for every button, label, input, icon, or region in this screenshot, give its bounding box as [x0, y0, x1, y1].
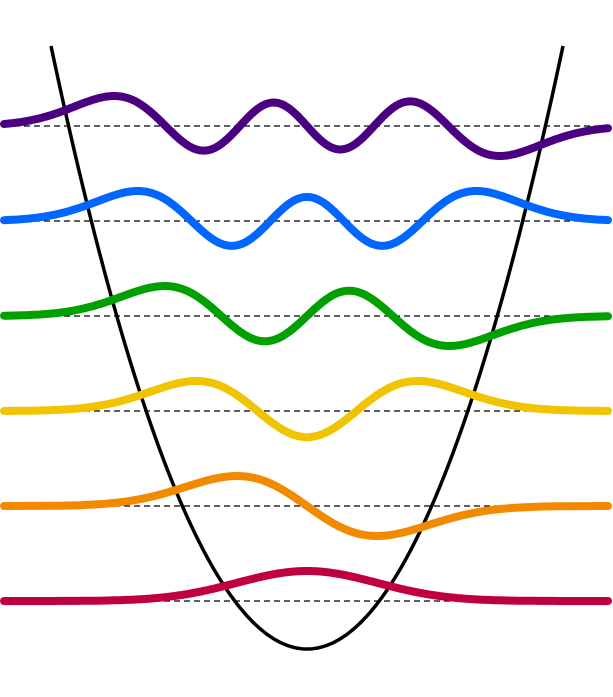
wavefunction-n2	[0, 377, 612, 442]
wavefunction-n5	[0, 92, 612, 160]
wavefunction-n3	[0, 282, 612, 350]
wavefunction-curves	[0, 92, 612, 605]
wavefunction-n4	[0, 187, 612, 250]
wavefunction-n0	[0, 567, 612, 605]
potential-well-parabola	[49, 45, 565, 651]
wavefunction-n1	[0, 472, 612, 540]
